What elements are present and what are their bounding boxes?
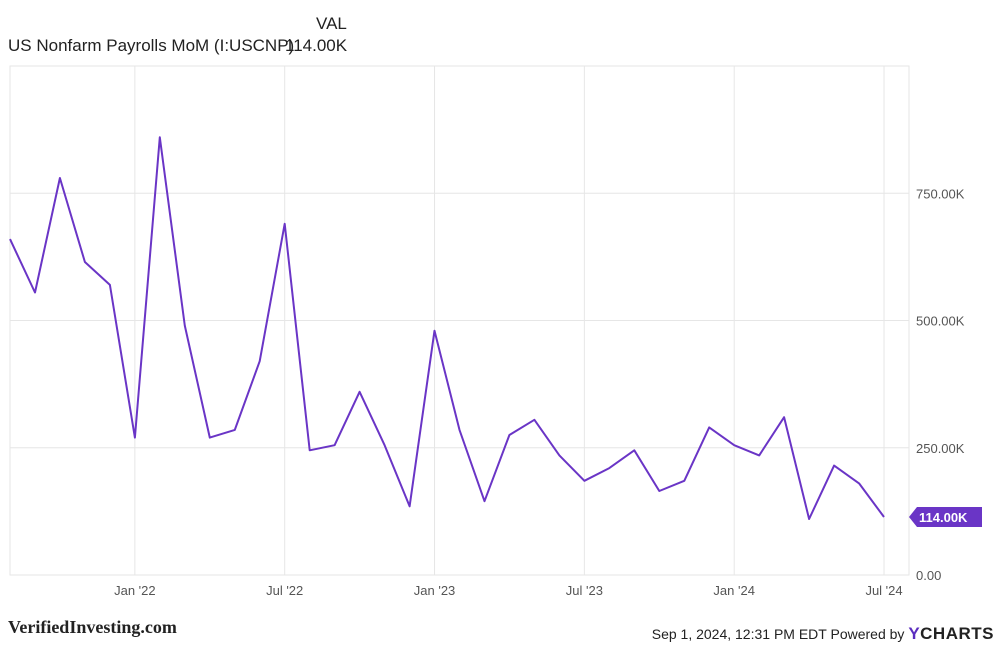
data-point: [233, 428, 237, 432]
ycharts-logo[interactable]: YCHARTS: [908, 624, 994, 643]
data-point: [682, 479, 686, 483]
data-point: [433, 329, 437, 333]
series-layer: [8, 135, 886, 521]
legend-series-name: US Nonfarm Payrolls MoM (I:USCNP): [8, 36, 295, 55]
ycharts-logo-text: CHARTS: [920, 624, 994, 643]
data-point: [83, 260, 87, 264]
last-value-badge: 114.00K: [909, 506, 982, 527]
data-point: [882, 515, 886, 519]
footer-credit: Sep 1, 2024, 12:31 PM EDT Powered by YCH…: [652, 624, 994, 644]
data-point: [33, 291, 37, 295]
data-point: [283, 222, 287, 226]
legend-column-header: VAL: [316, 14, 347, 33]
data-point: [408, 504, 412, 508]
data-point: [133, 436, 137, 440]
x-tick-label: Jan '24: [713, 583, 755, 598]
ycharts-logo-y: Y: [908, 624, 921, 643]
x-tick-label: Jul '23: [566, 583, 603, 598]
data-point: [458, 428, 462, 432]
data-point: [383, 443, 387, 447]
y-tick-label: 250.00K: [916, 441, 965, 456]
data-point: [707, 425, 711, 429]
data-point: [857, 481, 861, 485]
series-line: [9, 136, 885, 520]
data-point: [757, 453, 761, 457]
data-point: [732, 443, 736, 447]
gridlines: [9, 65, 910, 576]
y-tick-label: 750.00K: [916, 186, 965, 201]
data-point: [58, 176, 62, 180]
data-point: [557, 453, 561, 457]
data-point: [582, 479, 586, 483]
data-point: [183, 324, 187, 328]
data-point: [158, 135, 162, 139]
data-point: [507, 433, 511, 437]
x-tick-label: Jul '24: [865, 583, 902, 598]
data-point: [208, 436, 212, 440]
powered-by-label: Powered by: [830, 626, 905, 642]
last-value-badge-label: 114.00K: [919, 510, 968, 525]
data-point: [358, 390, 362, 394]
data-point: [108, 283, 112, 287]
data-point: [807, 517, 811, 521]
y-tick-label: 0.00: [916, 568, 941, 583]
data-point: [607, 466, 611, 470]
x-tick-label: Jul '22: [266, 583, 303, 598]
data-point: [657, 489, 661, 493]
y-axis-ticks: 0.00 250.00K 500.00K 750.00K: [916, 186, 965, 583]
x-axis-ticks: Jan '22 Jul '22 Jan '23 Jul '23 Jan '24 Jul '…: [114, 583, 903, 598]
y-tick-label: 500.00K: [916, 314, 965, 329]
data-point: [333, 443, 337, 447]
data-point: [832, 464, 836, 468]
data-point: [308, 448, 312, 452]
data-point: [482, 499, 486, 503]
x-tick-label: Jan '23: [414, 583, 456, 598]
data-point: [632, 448, 636, 452]
last-value-badge-shape: [909, 506, 982, 527]
data-point: [532, 418, 536, 422]
watermark: VerifiedInvesting.com: [8, 617, 177, 637]
timestamp: Sep 1, 2024, 12:31 PM EDT: [651, 626, 827, 642]
legend-row: US Nonfarm Payrolls MoM (I:USCNP) 114.00…: [8, 36, 347, 56]
legend-series-value: 114.00K: [285, 36, 348, 55]
data-point: [782, 415, 786, 419]
data-point: [258, 359, 262, 363]
data-point: [8, 237, 12, 241]
x-tick-label: Jan '22: [114, 583, 156, 598]
